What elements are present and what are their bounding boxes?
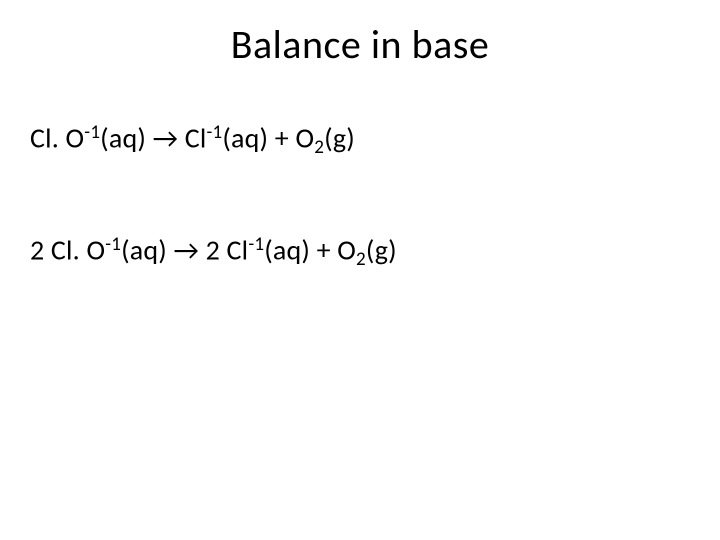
eq1-product-suffix: (g) (324, 120, 355, 155)
eq2-reactant-state: (aq) (121, 232, 167, 267)
eq1-reactant-charge: -1 (84, 121, 100, 144)
eq2-product-charge: -1 (248, 233, 264, 256)
eq2-reactant-charge: -1 (105, 233, 121, 256)
eq2-reactant-prefix: 2 Cl. O (30, 232, 105, 267)
eq1-product-prefix: Cl (178, 120, 206, 155)
eq2-product-prefix: 2 Cl (199, 232, 248, 267)
equation-1: Cl. O-1(aq) → Cl-1(aq) + O2(g) (30, 121, 690, 161)
eq2-product-sub: 2 (356, 248, 366, 271)
equation-2: 2 Cl. O-1(aq) → 2 Cl-1(aq) + O2(g) (30, 233, 690, 273)
eq1-reactant-prefix: Cl. O (30, 120, 84, 155)
arrow-icon: → (174, 232, 200, 267)
eq2-product-suffix: (g) (366, 232, 397, 267)
eq1-product-state: (aq) + O (222, 120, 314, 155)
slide-container: Balance in base Cl. O-1(aq) → Cl-1(aq) +… (0, 0, 720, 540)
eq1-product-sub: 2 (314, 136, 324, 159)
eq1-reactant-state: (aq) (100, 120, 146, 155)
arrow-icon: → (153, 120, 179, 155)
eq1-product-charge: -1 (206, 121, 222, 144)
eq2-product-state: (aq) + O (264, 232, 356, 267)
slide-title: Balance in base (30, 20, 690, 69)
